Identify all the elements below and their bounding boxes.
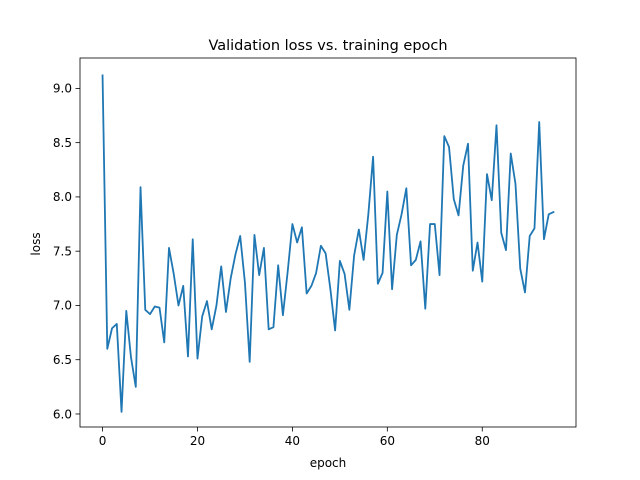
y-tick-label: 8.0 xyxy=(53,190,72,204)
x-tick-label: 60 xyxy=(380,434,395,448)
y-axis-ticks: 6.0 6.5 7.0 7.5 8.0 8.5 9.0 xyxy=(53,82,80,421)
y-tick-label: 6.0 xyxy=(53,407,72,421)
x-tick-label: 20 xyxy=(190,434,205,448)
y-tick-label: 9.0 xyxy=(53,82,72,96)
x-axis-label: epoch xyxy=(310,456,347,470)
y-tick-label: 6.5 xyxy=(53,353,72,367)
y-tick-label: 7.5 xyxy=(53,244,72,258)
plot-area xyxy=(101,74,555,413)
x-tick-label: 80 xyxy=(475,434,490,448)
axes-frame xyxy=(79,57,577,428)
chart-title: Validation loss vs. training epoch xyxy=(208,38,447,54)
x-axis-ticks: 0 20 40 60 80 xyxy=(99,427,490,448)
x-tick-label: 40 xyxy=(285,434,300,448)
x-tick-label: 0 xyxy=(99,434,107,448)
y-tick-label: 7.0 xyxy=(53,299,72,313)
y-axis-label: loss xyxy=(29,232,43,255)
series-line-0 xyxy=(101,74,555,413)
y-tick-label: 8.5 xyxy=(53,136,72,150)
